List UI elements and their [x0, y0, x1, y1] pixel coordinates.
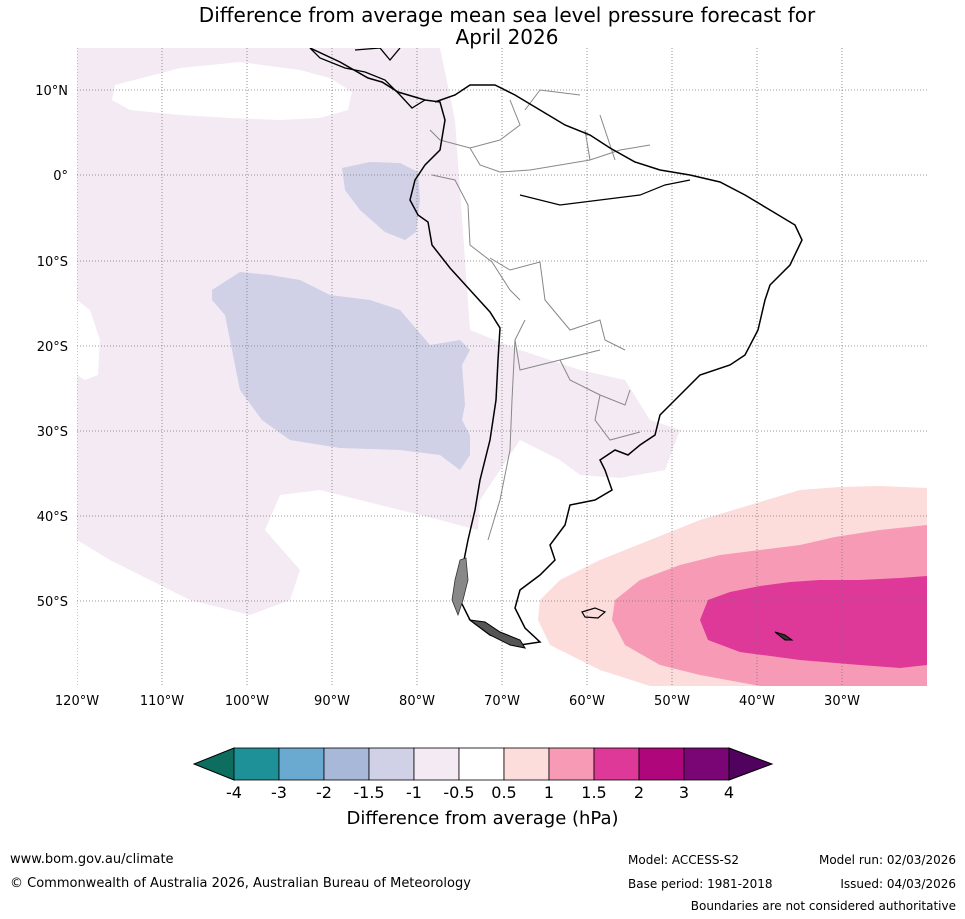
longitude-labels: 120°W 110°W 100°W 90°W 80°W 70°W 60°W 50°W 40°W 3… — [55, 694, 860, 709]
colorbar-tick-label: 0.5 — [491, 783, 517, 802]
boundaries-disclaimer: Boundaries are not considered authoritat… — [690, 899, 956, 913]
chile-fjords — [451, 557, 469, 617]
colorbar-swatch — [593, 747, 640, 781]
gridlines — [77, 48, 927, 686]
white-patch-north — [112, 62, 352, 120]
colorbar-tick-label: 1 — [543, 783, 555, 802]
lon-label: 70°W — [484, 694, 520, 709]
colorbar-tick-label: 2 — [633, 783, 645, 802]
white-patch-south — [185, 665, 370, 686]
south-america-coastline — [309, 48, 803, 646]
website-link[interactable]: www.bom.gov.au/climate — [10, 852, 174, 867]
tierra-del-fuego — [468, 619, 527, 649]
lat-label: 0° — [53, 169, 68, 184]
colorbar-swatch — [548, 747, 595, 781]
lon-label: 30°W — [824, 694, 860, 709]
colorbar-label: Difference from average (hPa) — [346, 808, 619, 829]
colorbar-tick-label: 3 — [678, 783, 690, 802]
lon-label: 60°W — [569, 694, 605, 709]
lon-label: 110°W — [140, 694, 184, 709]
colorbar-tick-label: -1.5 — [353, 783, 385, 802]
lat-label: 50°S — [37, 595, 68, 610]
colorbar-under-arrow — [192, 747, 235, 781]
colorbar-swatch — [413, 747, 460, 781]
base-period: Base period: 1981-2018 — [628, 877, 773, 891]
country-borders — [429, 89, 651, 541]
colorbar-swatch — [683, 747, 730, 781]
colorbar-swatch — [278, 747, 325, 781]
anomaly-negative-equator — [342, 162, 420, 240]
copyright-text: © Commonwealth of Australia 2026, Austra… — [10, 876, 471, 891]
lat-label: 20°S — [37, 340, 68, 355]
lat-label: 40°S — [37, 510, 68, 525]
colorbar-tick-label: -0.5 — [443, 783, 475, 802]
south-georgia — [774, 631, 794, 641]
falkland-islands — [581, 607, 607, 619]
colorbar-tick-label: 1.5 — [581, 783, 607, 802]
colorbar-over-arrow — [728, 747, 774, 781]
colorbar-tick-label: -4 — [226, 783, 242, 802]
colorbar-tick-label: 4 — [723, 783, 735, 802]
title-line-2: April 2026 — [455, 25, 559, 49]
map-plot-area — [77, 48, 927, 686]
lat-label: 30°S — [37, 425, 68, 440]
colorbar — [192, 747, 774, 781]
colorbar-swatch — [368, 747, 415, 781]
central-america — [309, 48, 426, 109]
colorbar-swatch — [233, 747, 280, 781]
colorbar-tick-label: -1 — [406, 783, 422, 802]
colorbar-swatch — [458, 747, 505, 781]
anomaly-negative-southeast-pacific — [212, 272, 470, 470]
chart-title: Difference from average mean sea level p… — [0, 4, 965, 48]
lon-label: 50°W — [654, 694, 690, 709]
colorbar-tick-label: -3 — [271, 783, 287, 802]
lon-label: 80°W — [399, 694, 435, 709]
lat-label: 10°N — [35, 84, 68, 99]
issued-date: Issued: 04/03/2026 — [840, 877, 956, 891]
lon-label: 90°W — [314, 694, 350, 709]
lon-label: 120°W — [55, 694, 99, 709]
model-run: Model run: 02/03/2026 — [818, 853, 956, 867]
colorbar-swatch — [323, 747, 370, 781]
lat-label: 10°S — [37, 255, 68, 270]
lon-label: 100°W — [225, 694, 269, 709]
colorbar-swatch — [503, 747, 550, 781]
lon-label: 40°W — [739, 694, 775, 709]
amazon-river — [519, 179, 691, 206]
model-name: Model: ACCESS-S2 — [628, 853, 740, 867]
white-patch-west — [77, 300, 100, 380]
colorbar-tick-label: -2 — [316, 783, 332, 802]
colorbar-swatch — [638, 747, 685, 781]
latitude-labels: 10°N 0° 10°S 20°S 30°S 40°S 50°S — [35, 84, 68, 610]
title-line-1: Difference from average mean sea level p… — [198, 3, 816, 27]
